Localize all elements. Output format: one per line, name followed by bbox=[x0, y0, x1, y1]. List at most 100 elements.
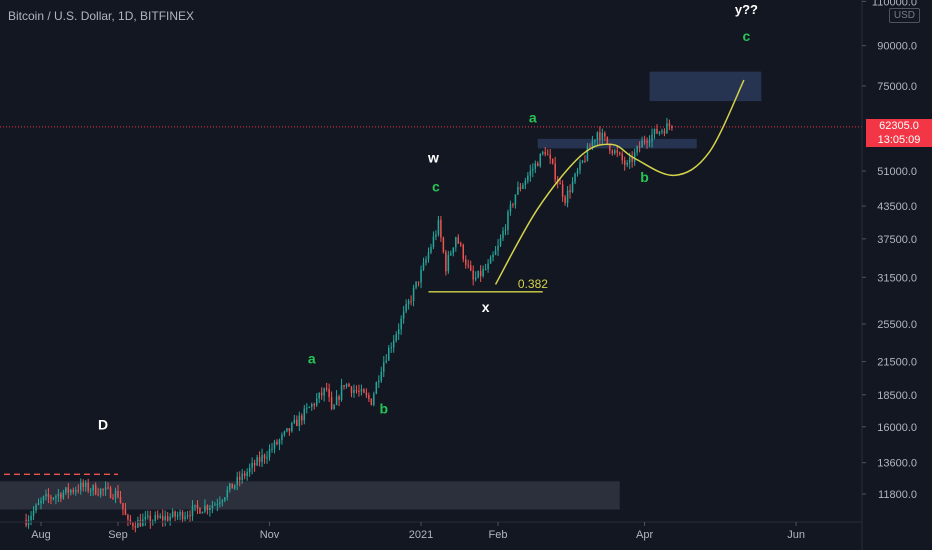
candle-body bbox=[641, 140, 643, 148]
candle-body bbox=[514, 194, 517, 205]
time-axis[interactable]: Aug Sep Nov 2021 Feb Apr Jun bbox=[0, 521, 862, 541]
supply-zone-2[interactable] bbox=[649, 71, 762, 102]
candle-body bbox=[551, 158, 554, 164]
candle-body bbox=[417, 281, 420, 283]
candle-body bbox=[32, 510, 35, 516]
candle-body bbox=[171, 511, 174, 517]
candle-body bbox=[340, 385, 343, 400]
candle-body bbox=[368, 395, 370, 399]
candle-body bbox=[181, 511, 184, 520]
candle-body bbox=[25, 519, 27, 526]
candle-body bbox=[313, 404, 315, 406]
candle-body bbox=[211, 505, 214, 508]
wave-label-7: a bbox=[529, 110, 537, 126]
time-tick-label: Sep bbox=[108, 529, 128, 541]
last-price-tag: 62305.0 13:05:09 bbox=[866, 119, 932, 147]
candle-body bbox=[124, 509, 127, 515]
candle-body bbox=[606, 136, 609, 144]
candle-body bbox=[306, 407, 308, 409]
wave-label-4: c bbox=[432, 178, 440, 194]
candle-body bbox=[35, 504, 37, 511]
price-axis[interactable]: 11800.0 13600.0 16000.0 18500.0 21500.0 25500… bbox=[861, 0, 917, 550]
candle-body bbox=[144, 516, 147, 520]
supply-zone-1[interactable] bbox=[537, 138, 697, 149]
candle-body bbox=[288, 428, 291, 432]
candle-body bbox=[224, 497, 226, 501]
candle-body bbox=[658, 131, 661, 134]
currency-badge[interactable]: USD bbox=[888, 8, 920, 23]
candle-body bbox=[273, 441, 276, 449]
candle-body bbox=[206, 505, 209, 511]
candle-body bbox=[353, 389, 355, 393]
wave-label-9: y?? bbox=[735, 2, 758, 17]
candle-body bbox=[474, 277, 477, 280]
candle-body bbox=[482, 269, 484, 277]
candle-body bbox=[243, 473, 246, 477]
candle-body bbox=[350, 386, 353, 393]
candle-body bbox=[248, 467, 251, 473]
candle-body bbox=[445, 252, 447, 272]
candle-body bbox=[65, 487, 67, 493]
price-tick-label: 37500.0 bbox=[877, 234, 917, 246]
candle-body bbox=[281, 434, 283, 441]
candle-body bbox=[499, 238, 502, 246]
candle-body bbox=[643, 140, 646, 142]
candle-body bbox=[94, 484, 97, 495]
candle-body bbox=[333, 404, 335, 409]
candle-body bbox=[479, 270, 482, 277]
candle-body bbox=[467, 264, 469, 266]
candle-body bbox=[358, 391, 360, 393]
time-tick-label: Aug bbox=[31, 529, 51, 541]
price-tick-label: 25500.0 bbox=[877, 319, 917, 331]
candle-body bbox=[633, 152, 636, 162]
candle-body bbox=[427, 252, 430, 260]
candle-body bbox=[174, 511, 176, 517]
candle-body bbox=[648, 141, 651, 143]
candle-body bbox=[139, 519, 142, 527]
candle-body bbox=[442, 237, 445, 253]
candle-body bbox=[566, 190, 569, 204]
candle-body bbox=[338, 396, 340, 400]
candle-body bbox=[87, 482, 89, 491]
candle-body bbox=[631, 157, 633, 162]
candle-body bbox=[276, 441, 278, 445]
candle-body bbox=[494, 250, 497, 255]
candle-body bbox=[114, 490, 117, 499]
candle-body bbox=[447, 255, 450, 272]
candle-body bbox=[636, 146, 638, 153]
candle-body bbox=[209, 507, 211, 511]
candle-body bbox=[365, 392, 368, 396]
wave-label-3: w bbox=[427, 150, 439, 166]
candle-body bbox=[251, 462, 253, 468]
candle-body bbox=[271, 448, 273, 450]
candle-body bbox=[450, 253, 452, 256]
candle-body bbox=[229, 483, 231, 490]
candle-body bbox=[628, 157, 631, 163]
candle-body bbox=[370, 398, 373, 405]
projection-curve[interactable] bbox=[494, 79, 745, 285]
candle-body bbox=[52, 498, 55, 500]
candle-body bbox=[219, 502, 221, 505]
candle-body bbox=[142, 519, 144, 527]
candle-body bbox=[296, 419, 298, 427]
candle-body bbox=[184, 516, 186, 520]
candle-body bbox=[77, 490, 80, 492]
candle-body bbox=[246, 472, 248, 477]
candle-body bbox=[378, 380, 380, 383]
candle-body bbox=[410, 300, 412, 302]
candle-body bbox=[455, 237, 457, 248]
candle-body bbox=[214, 504, 216, 506]
candle-body bbox=[75, 490, 77, 492]
candle-body bbox=[412, 287, 415, 301]
candle-body bbox=[325, 388, 328, 390]
price-tick-label: 90000.0 bbox=[877, 41, 917, 53]
candle-body bbox=[621, 153, 623, 161]
candle-body bbox=[469, 265, 472, 271]
candle-body bbox=[611, 150, 614, 154]
candle-body bbox=[638, 146, 641, 148]
candles-layer bbox=[25, 117, 673, 533]
candle-body bbox=[82, 482, 84, 487]
candle-body bbox=[291, 422, 293, 432]
candle-body bbox=[537, 163, 539, 167]
